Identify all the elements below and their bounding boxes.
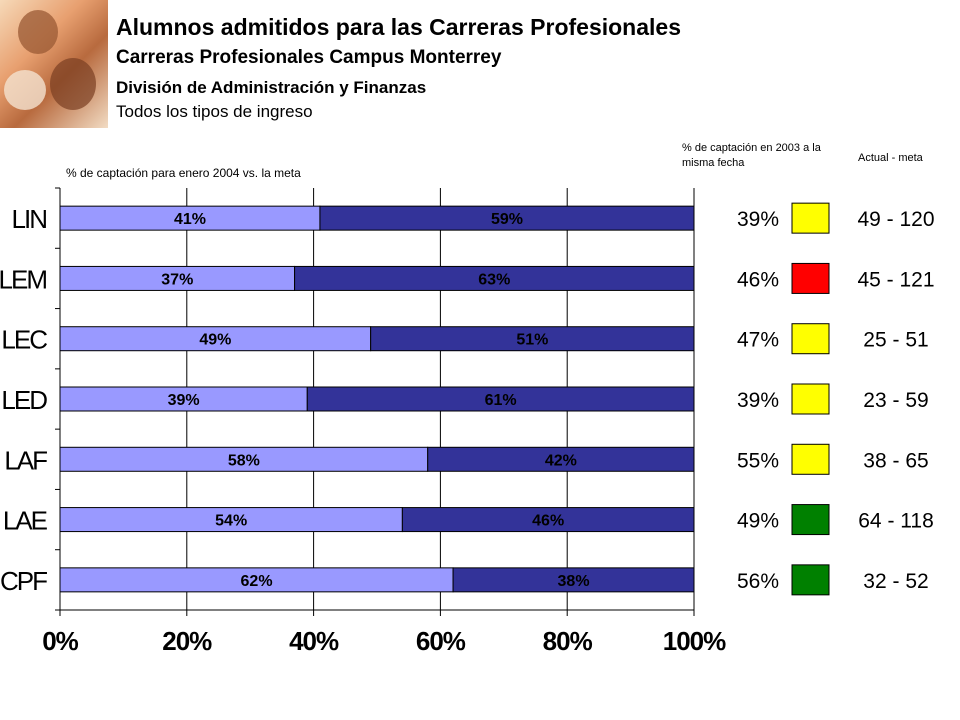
bar-captado — [59, 567, 454, 593]
data-label: 58% — [228, 452, 260, 469]
data-label: 49% — [199, 332, 231, 349]
page-title: Alumnos admitidos para las Carreras Prof… — [116, 14, 681, 40]
data-label: 62% — [241, 573, 273, 590]
category-label: LAE — [3, 506, 48, 536]
status-indicator — [791, 504, 830, 536]
category-label: CPF — [0, 566, 47, 596]
x-tick-label: 100% — [663, 626, 726, 656]
prev-year-percent: 55% — [737, 449, 779, 472]
x-tick-label: 40% — [289, 626, 339, 656]
x-tick-label: 80% — [543, 626, 593, 656]
bar-captado — [59, 386, 308, 412]
actual-meta-value: 38 - 65 — [863, 449, 928, 472]
actual-meta-value: 32 - 52 — [863, 570, 928, 593]
data-label: 38% — [558, 573, 590, 590]
x-tick-label: 60% — [416, 626, 466, 656]
status-indicator — [791, 202, 830, 234]
bar-resto — [452, 567, 695, 593]
prev-year-percent: 39% — [737, 208, 779, 231]
prev-year-percent: 39% — [737, 389, 779, 412]
prev-year-percent: 49% — [737, 510, 779, 533]
bar-resto — [427, 446, 695, 472]
category-label: LEC — [1, 325, 47, 355]
bar-resto — [319, 205, 695, 231]
data-label: 61% — [485, 392, 517, 409]
prev-year-header: % de captación en 2003 a la misma fecha — [682, 142, 821, 169]
category-label: LED — [1, 385, 47, 415]
category-label: LIN — [12, 204, 47, 234]
bar-resto — [294, 265, 695, 291]
data-label: 54% — [215, 513, 247, 530]
data-label: 51% — [516, 332, 548, 349]
actual-meta-value: 23 - 59 — [863, 389, 928, 412]
data-label: 59% — [491, 211, 523, 228]
actual-meta-value: 45 - 121 — [857, 268, 934, 291]
category-label: LEM — [0, 264, 46, 294]
bar-resto — [370, 326, 695, 352]
data-label: 41% — [174, 211, 206, 228]
bar-captado — [59, 326, 372, 352]
data-label: 46% — [532, 513, 564, 530]
x-tick-label: 20% — [162, 626, 212, 656]
data-label: 37% — [161, 271, 193, 288]
status-indicator — [791, 564, 830, 596]
actual-meta-header: Actual - meta — [858, 152, 923, 164]
bar-resto — [306, 386, 695, 412]
status-indicator — [791, 323, 830, 355]
data-label: 63% — [478, 271, 510, 288]
status-indicator — [791, 383, 830, 415]
filter-label: Todos los tipos de ingreso — [116, 102, 313, 121]
bar-resto — [401, 507, 695, 533]
data-label: 42% — [545, 452, 577, 469]
actual-meta-value: 49 - 120 — [857, 208, 934, 231]
actual-meta-value: 25 - 51 — [863, 329, 928, 352]
actual-meta-value: 64 - 118 — [858, 510, 934, 533]
category-label: LAF — [4, 445, 47, 475]
status-indicator — [791, 443, 830, 475]
status-indicator — [791, 262, 830, 294]
data-label: 39% — [168, 392, 200, 409]
header-photo — [0, 0, 108, 128]
x-tick-label: 0% — [42, 626, 78, 656]
page-subtitle: Carreras Profesionales Campus Monterrey — [116, 47, 502, 68]
bar-captado — [59, 446, 429, 472]
prev-year-percent: 47% — [737, 329, 779, 352]
chart-title: % de captación para enero 2004 vs. la me… — [66, 166, 301, 180]
prev-year-percent: 46% — [737, 268, 779, 291]
prev-year-percent: 56% — [737, 570, 779, 593]
division-label: División de Administración y Finanzas — [116, 78, 427, 97]
bar-captado — [59, 265, 296, 291]
